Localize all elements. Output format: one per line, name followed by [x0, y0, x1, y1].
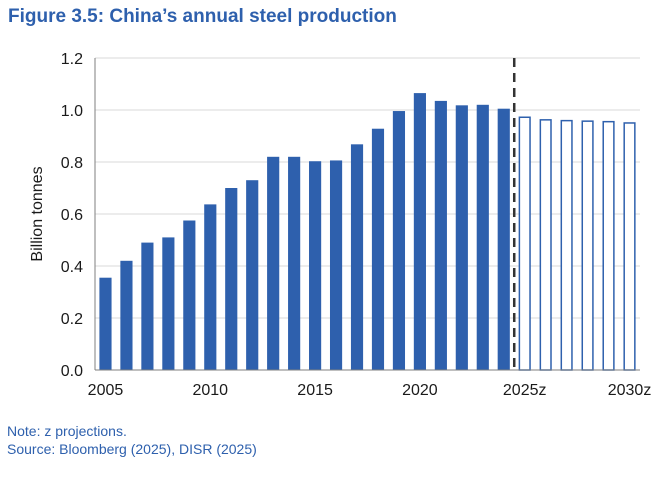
bar — [329, 160, 343, 370]
x-tick-label: 2005 — [88, 382, 124, 399]
projected-bar — [602, 120, 615, 371]
note-text: Note: z projections. — [7, 423, 127, 439]
bar — [350, 144, 364, 370]
bar — [141, 242, 154, 370]
y-tick-label: 0.8 — [61, 155, 83, 172]
bar — [434, 100, 447, 371]
bar — [204, 204, 217, 370]
figure-title: Figure 3.5: China’s annual steel product… — [8, 6, 397, 27]
x-tick-label: 2030z — [608, 382, 652, 399]
y-tick-label: 0.4 — [61, 259, 83, 276]
x-tick-label: 2025z — [503, 382, 547, 399]
x-tick-label: 2010 — [192, 382, 228, 399]
bar — [413, 93, 426, 370]
bar — [99, 277, 112, 370]
y-tick-label: 1.2 — [61, 51, 83, 68]
bar — [225, 188, 238, 370]
axes: 0.0 0.2 0.4 0.6 0.8 1.0 1.2 2005 2010 2015 2020 202… — [61, 51, 652, 399]
steel-production-chart: 0.0 0.2 0.4 0.6 0.8 1.0 1.2 2005 2010 2015 2020 202… — [29, 51, 652, 399]
bar — [455, 105, 468, 370]
bar — [162, 237, 175, 370]
y-tick-label: 0.2 — [61, 311, 83, 328]
bar — [497, 108, 510, 370]
x-tick-label: 2015 — [297, 382, 333, 399]
bar — [183, 220, 196, 370]
bar — [392, 111, 406, 370]
bar — [120, 260, 133, 370]
projected-bar — [518, 116, 531, 371]
projected-bar — [581, 120, 594, 371]
bar — [309, 161, 322, 370]
bar — [476, 104, 489, 371]
y-tick-label: 0.0 — [61, 363, 83, 380]
bars — [99, 93, 636, 371]
y-tick-label: 0.6 — [61, 207, 83, 224]
gridlines — [95, 57, 640, 319]
bar — [246, 180, 259, 370]
projected-bar — [539, 119, 552, 371]
bar — [267, 156, 280, 370]
bar — [371, 128, 385, 370]
y-axis-label: Billion tonnes — [29, 166, 46, 261]
projected-bar — [623, 122, 636, 371]
projected-bar — [560, 119, 573, 371]
bar — [288, 156, 301, 370]
x-tick-label: 2020 — [402, 382, 438, 399]
y-tick-label: 1.0 — [61, 103, 83, 120]
source-text: Source: Bloomberg (2025), DISR (2025) — [7, 441, 257, 457]
